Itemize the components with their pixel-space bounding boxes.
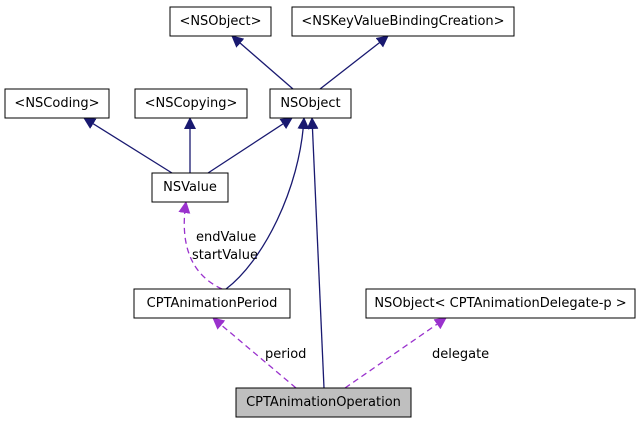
- node-label: CPTAnimationOperation: [246, 395, 401, 410]
- edge-label-delegate: delegate: [432, 347, 489, 362]
- node-nsobject-delegate[interactable]: NSObject< CPTAnimationDelegate-p >: [365, 288, 636, 319]
- node-label: NSValue: [163, 180, 217, 195]
- edge-labels: endValue startValue period delegate: [192, 230, 489, 362]
- edge-cptanimationoperation-to-nsobject: [306, 117, 325, 389]
- edge-nsobject-to-nsobject-protocol: [231, 35, 294, 90]
- node-label: <NSObject>: [179, 14, 261, 29]
- node-nsobject-protocol[interactable]: <NSObject>: [169, 6, 272, 37]
- usage-edges: [178, 201, 447, 389]
- edge-nsobject-to-nskeyvaluebindingcreation: [319, 35, 389, 90]
- node-nscoding[interactable]: <NSCoding>: [4, 88, 110, 119]
- node-nscopying[interactable]: <NSCopying>: [134, 88, 248, 119]
- edge-label-endvalue: endValue: [196, 230, 256, 245]
- node-nsobject[interactable]: NSObject: [269, 88, 352, 119]
- node-label: NSObject: [280, 96, 340, 111]
- edge-label-startvalue: startValue: [192, 248, 258, 263]
- node-label: <NSCoding>: [14, 96, 99, 111]
- edge-label-period: period: [265, 347, 306, 362]
- edge-cptanimationperiod-to-nsvalue: [178, 201, 223, 290]
- node-nskeyvaluebindingcreation[interactable]: <NSKeyValueBindingCreation>: [291, 6, 515, 37]
- edge-cptanimationoperation-to-delegate: [344, 317, 447, 389]
- inheritance-edges: [83, 35, 389, 389]
- node-label: CPTAnimationPeriod: [147, 296, 278, 311]
- node-cptanimationperiod[interactable]: CPTAnimationPeriod: [133, 288, 291, 319]
- edge-nsvalue-to-nsobject: [207, 117, 293, 174]
- node-cptanimationoperation[interactable]: CPTAnimationOperation: [235, 387, 412, 418]
- node-nsvalue[interactable]: NSValue: [151, 172, 229, 203]
- node-label: NSObject< CPTAnimationDelegate-p >: [374, 296, 626, 311]
- edge-cptanimationoperation-to-cptanimationperiod: [212, 317, 297, 389]
- edge-nsvalue-to-nscoding: [83, 117, 173, 174]
- node-label: <NSCopying>: [145, 96, 238, 111]
- node-label: <NSKeyValueBindingCreation>: [301, 14, 504, 29]
- edge-cptanimationperiod-to-nsobject: [225, 117, 310, 290]
